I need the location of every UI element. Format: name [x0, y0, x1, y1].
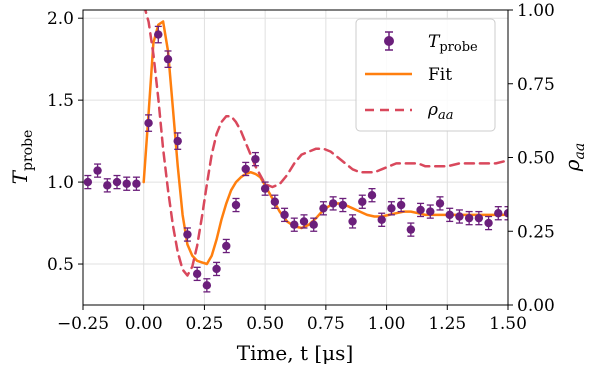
- axis-ticks: −0.25 0.00 0.25 0.50 0.75 1.00 1.25 1.50 0.5 1.0 1…: [47, 1, 555, 334]
- plot-area: [83, 10, 508, 293]
- data-point: [270, 197, 280, 206]
- data-point: [367, 190, 377, 200]
- x-tick-label: 0.00: [125, 314, 163, 334]
- data-point: [212, 264, 221, 274]
- data-point: [503, 209, 508, 218]
- x-tick-label: 0.25: [185, 314, 223, 334]
- x-tick-label: 1.25: [428, 314, 466, 334]
- data-point: [358, 197, 367, 206]
- y-right-tick-label: 1.00: [517, 1, 555, 21]
- y-left-tick-label: 1.5: [47, 91, 74, 111]
- data-point: [192, 269, 202, 279]
- data-point: [338, 200, 348, 210]
- data-point: [494, 209, 503, 218]
- x-tick-label: −0.25: [57, 314, 109, 334]
- legend-label-rho-main: ρ: [427, 100, 438, 120]
- data-point: [93, 166, 102, 175]
- data-point: [251, 154, 260, 164]
- series-points-t-probe: [83, 25, 508, 293]
- data-point: [416, 205, 425, 215]
- y-left-axis-label: Tprobe: [8, 130, 36, 185]
- y-right-tick-label: 0.75: [517, 75, 555, 95]
- legend-label-rho-sub: aa: [438, 108, 454, 123]
- y-right-axis-label: ρaa: [560, 143, 588, 172]
- legend: Tprobe Fit ρaa: [355, 18, 496, 132]
- y-right-label-main: ρ: [560, 159, 584, 172]
- data-point: [241, 164, 250, 174]
- legend-item-rho: ρaa: [365, 100, 454, 123]
- data-point: [222, 241, 231, 251]
- legend-label-fit: Fit: [428, 65, 452, 85]
- data-point: [377, 215, 386, 224]
- data-point: [202, 281, 212, 290]
- legend-label-t-main: T: [428, 32, 441, 52]
- data-point: [280, 210, 289, 220]
- legend-label-t-probe: Tprobe: [428, 32, 478, 55]
- data-point: [348, 217, 357, 226]
- data-point: [426, 207, 435, 216]
- data-point: [144, 118, 153, 128]
- x-tick-label: 1.00: [368, 314, 406, 334]
- data-point: [173, 136, 182, 146]
- x-tick-label: 0.50: [246, 314, 284, 334]
- data-point: [103, 181, 112, 190]
- y-right-label-sub: aa: [572, 143, 588, 160]
- data-point: [112, 177, 122, 187]
- legend-marker-icon: [384, 36, 394, 46]
- data-point: [319, 204, 328, 213]
- data-point: [163, 54, 173, 64]
- data-point: [445, 210, 454, 220]
- series-line-fit: [142, 20, 508, 266]
- legend-item-fit: Fit: [365, 65, 452, 85]
- y-right-tick-label: 0.25: [517, 222, 555, 242]
- data-point: [435, 199, 445, 208]
- y-left-label-main: T: [8, 169, 32, 184]
- legend-item-t-probe: Tprobe: [384, 31, 478, 55]
- series-line-rho-aa: [144, 10, 508, 277]
- data-point: [406, 225, 416, 234]
- x-axis-label: Time, t [μs]: [237, 341, 354, 365]
- data-point: [260, 184, 270, 193]
- data-point: [387, 204, 396, 213]
- data-point: [455, 212, 464, 221]
- data-point: [309, 220, 318, 229]
- data-point: [122, 179, 131, 188]
- data-point: [299, 217, 309, 226]
- data-point: [484, 218, 493, 228]
- data-point: [154, 30, 163, 39]
- y-left-tick-label: 1.0: [47, 173, 74, 193]
- legend-label-rho: ρaa: [427, 100, 454, 123]
- x-tick-label: 0.75: [307, 314, 345, 334]
- legend-box: [355, 18, 496, 132]
- y-right-tick-label: 0.00: [517, 296, 555, 316]
- y-left-label-sub: probe: [20, 130, 36, 171]
- data-point: [464, 213, 474, 223]
- y-right-tick-label: 0.50: [517, 149, 555, 169]
- data-point: [83, 177, 93, 187]
- x-tick-label: 1.50: [489, 314, 527, 334]
- y-left-tick-label: 2.0: [47, 9, 74, 29]
- data-point: [183, 230, 192, 239]
- data-point: [231, 200, 241, 210]
- legend-label-t-sub: probe: [439, 40, 478, 55]
- y-left-tick-label: 0.5: [47, 255, 74, 275]
- data-point: [290, 220, 299, 229]
- data-point: [328, 199, 338, 208]
- data-point: [474, 213, 484, 223]
- data-point: [396, 200, 406, 210]
- data-point: [132, 179, 141, 188]
